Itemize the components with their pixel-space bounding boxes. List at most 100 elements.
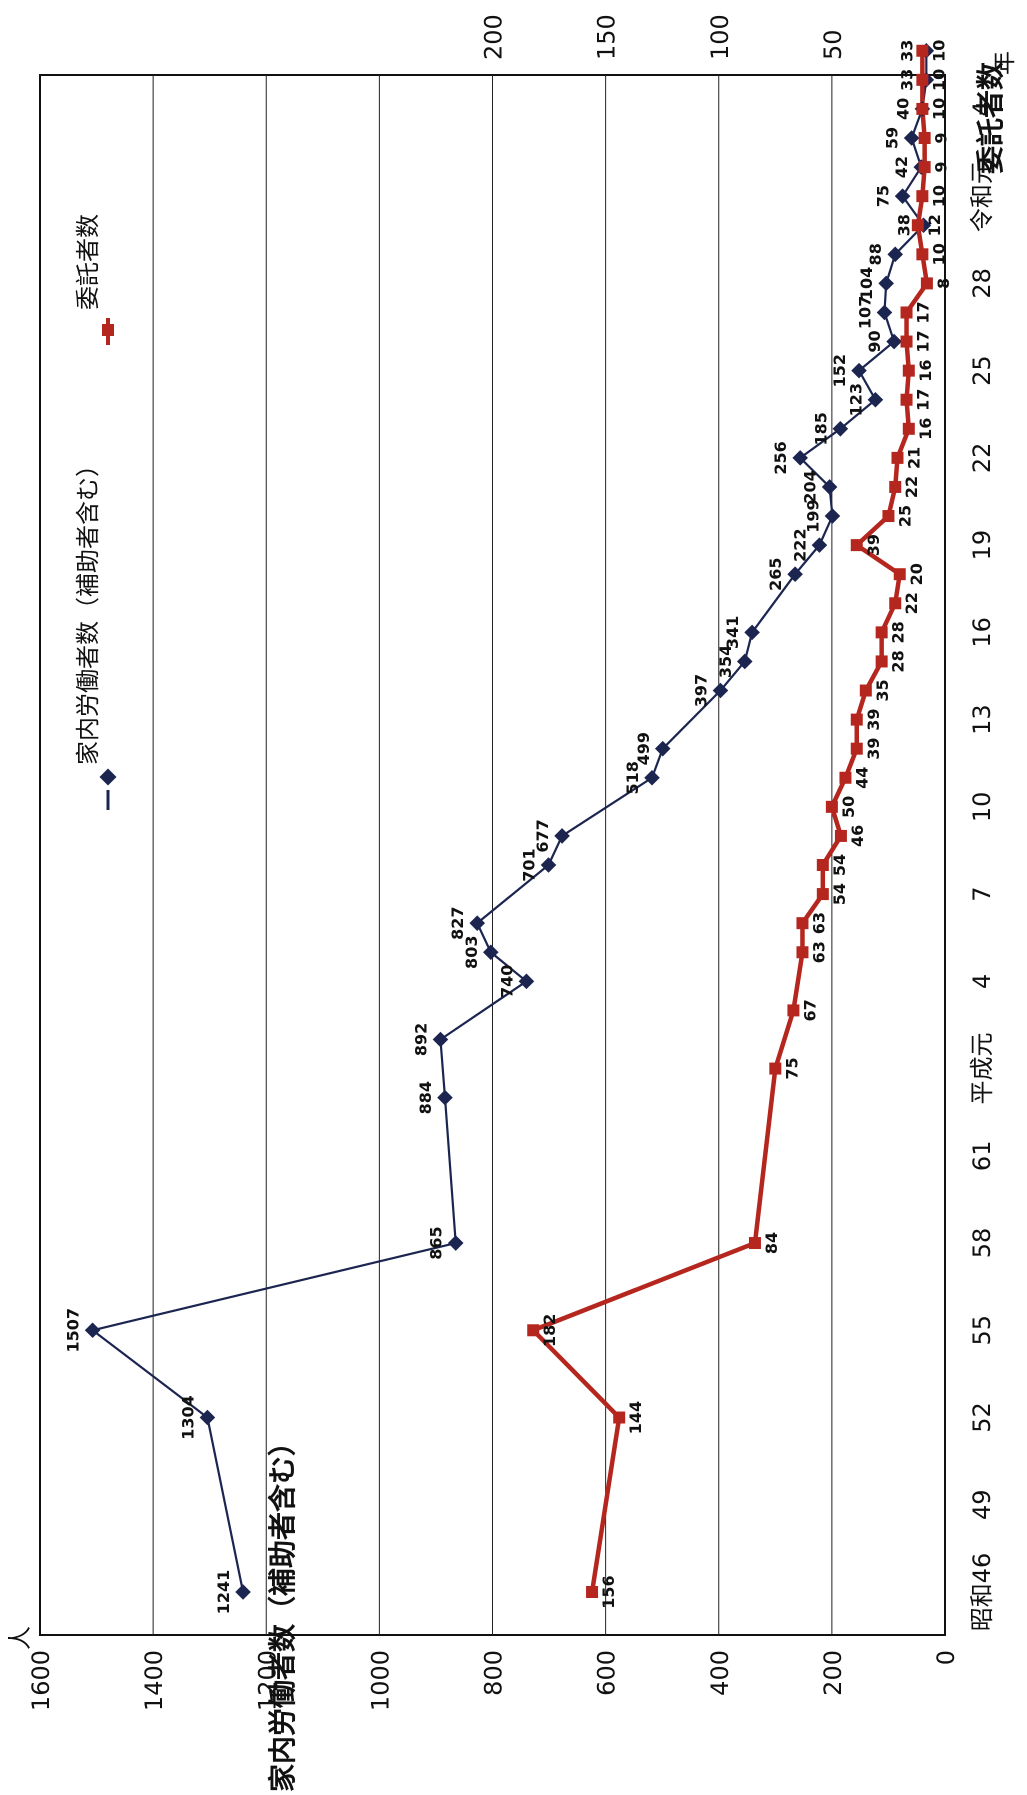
left-axis-tick-label: 200 — [819, 1650, 847, 1696]
workers-data-point — [235, 1584, 251, 1600]
workers-data-point — [644, 769, 660, 786]
workers-data-label: 152 — [830, 354, 849, 387]
right-axis-tick-label: 100 — [706, 14, 734, 60]
consigners-data-point — [889, 597, 902, 610]
consigners-data-label: 17 — [914, 330, 933, 352]
consigners-data-label: 39 — [864, 708, 883, 730]
workers-data-label: 892 — [411, 1023, 430, 1056]
workers-data-label: 59 — [883, 127, 902, 149]
consigners-data-point — [889, 480, 902, 493]
left-axis-tick-label: 800 — [480, 1650, 508, 1696]
legend-label-consigners: 委託者数 — [74, 214, 102, 310]
data-labels: 1241130415078658848927408038277016775184… — [64, 40, 953, 1615]
consigners-data-label: 22 — [902, 592, 921, 614]
workers-data-point — [787, 566, 803, 582]
workers-data-label: 33 — [897, 69, 916, 91]
workers-data-label: 75 — [874, 185, 893, 207]
consigners-data-label: 46 — [848, 825, 867, 847]
consigners-data-point — [900, 393, 913, 406]
consigners-data-point — [586, 1586, 599, 1598]
consigners-data-label: 17 — [914, 389, 933, 411]
workers-data-point — [518, 973, 535, 990]
workers-data-point — [447, 1235, 464, 1251]
right-axis-tick-label: 50 — [819, 29, 847, 60]
consigners-data-label: 39 — [864, 738, 883, 760]
legend-marker-consigners — [102, 324, 114, 336]
x-axis-tick-label: 4 — [968, 974, 996, 989]
right-axis-tick-label: 200 — [480, 14, 508, 60]
x-axis-tick-label: 4 — [968, 101, 996, 116]
consigners-data-point — [893, 568, 906, 581]
consigners-data-point — [796, 917, 809, 930]
workers-data-label: 397 — [691, 674, 710, 707]
consigners-data-point — [918, 161, 931, 174]
consigners-data-point — [916, 44, 929, 57]
consigners-data-point — [911, 219, 924, 232]
consigners-data-point — [891, 451, 904, 464]
workers-data-point — [540, 857, 557, 873]
left-axis-title: 家内労働者数（補助者含む） — [266, 1428, 299, 1792]
workers-data-label: 185 — [811, 412, 830, 445]
workers-data-label: 33 — [897, 40, 916, 62]
consigners-data-label: 39 — [864, 534, 883, 556]
workers-data-point — [437, 1089, 453, 1106]
x-axis-tick-label: 令和元 — [968, 160, 996, 232]
consigners-data-label: 50 — [839, 796, 858, 818]
consigners-data-label: 54 — [830, 854, 849, 876]
legend-marker-workers — [99, 768, 117, 786]
consigners-data-point — [787, 1004, 800, 1017]
consigners-data-point — [916, 248, 929, 261]
consigners-data-label: 63 — [809, 941, 828, 963]
consigners-data-point — [816, 888, 829, 901]
workers-data-label: 341 — [723, 616, 742, 649]
workers-data-point — [811, 537, 828, 553]
consigners-data-label: 10 — [929, 69, 948, 91]
consigners-data-point — [902, 422, 915, 435]
x-unit-label: 年 — [990, 51, 1018, 75]
axis-ticks: 0 200 400 600 800 1000 1200 1400 1600 50 100 150 200… — [27, 14, 996, 1711]
workers-data-point — [84, 1322, 101, 1339]
consigners-data-label: 16 — [916, 360, 935, 382]
consigners-data-point — [916, 190, 929, 203]
workers-data-point — [824, 508, 841, 524]
left-axis-tick-label: 1400 — [140, 1650, 168, 1711]
workers-data-label: 740 — [497, 965, 516, 998]
x-axis-tick-label: 28 — [968, 268, 996, 299]
workers-data-label: 90 — [865, 330, 884, 352]
consigners-data-point — [900, 335, 913, 348]
consigners-data-label: 182 — [540, 1314, 559, 1347]
workers-data-point — [712, 682, 729, 699]
consigners-data-label: 10 — [929, 40, 948, 62]
workers-data-label: 199 — [803, 499, 822, 532]
workers-data-point — [199, 1409, 216, 1426]
consigners-data-label: 75 — [782, 1057, 801, 1079]
left-axis-tick-label: 400 — [706, 1650, 734, 1696]
consigners-data-point — [527, 1324, 540, 1337]
consigners-data-point — [769, 1062, 782, 1075]
left-axis-tick-label: 600 — [593, 1650, 621, 1696]
consigners-data-point — [875, 626, 888, 639]
workers-data-point — [894, 188, 911, 204]
workers-data-point — [736, 653, 753, 670]
workers-data-label: 518 — [623, 761, 642, 794]
workers-data-point — [432, 1031, 449, 1048]
consigners-data-point — [859, 684, 872, 697]
left-axis-tick-label: 1000 — [366, 1650, 394, 1711]
x-axis-tick-label: 52 — [968, 1402, 996, 1433]
workers-data-label: 499 — [634, 732, 653, 765]
workers-data-label: 265 — [766, 557, 785, 590]
series-markers — [84, 42, 935, 1600]
x-axis-tick-label: 16 — [968, 617, 996, 648]
workers-data-label: 40 — [893, 98, 912, 120]
right-axis-tick-label: 150 — [593, 14, 621, 60]
x-axis-tick-label: 22 — [968, 443, 996, 474]
consigners-data-point — [875, 655, 888, 668]
workers-data-label: 1241 — [214, 1570, 233, 1615]
workers-data-label: 354 — [716, 645, 735, 678]
x-axis-tick-label: 61 — [968, 1141, 996, 1172]
workers-data-point — [654, 740, 671, 757]
left-axis-tick-label: 1600 — [27, 1650, 55, 1711]
consigners-data-label: 156 — [599, 1575, 618, 1608]
left-axis-tick-label: 1200 — [253, 1650, 281, 1711]
workers-data-label: 1304 — [178, 1395, 197, 1440]
